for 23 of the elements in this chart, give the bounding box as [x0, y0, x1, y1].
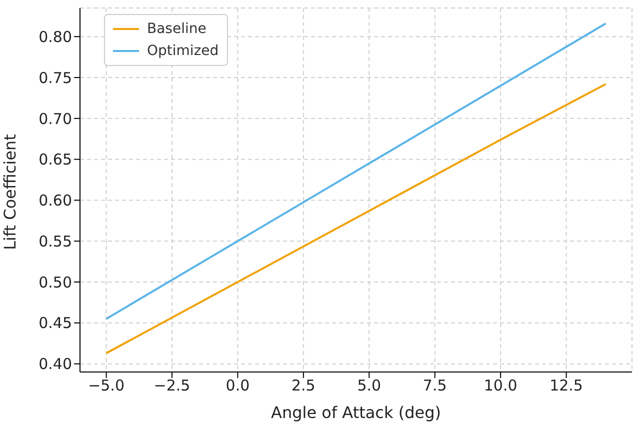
x-axis-title: Angle of Attack (deg) — [271, 403, 441, 422]
legend-label: Baseline — [147, 21, 206, 37]
legend-label: Optimized — [147, 43, 219, 59]
line-series — [105, 22, 607, 320]
y-axis-title: Lift Coefficient — [0, 134, 20, 250]
y-tick-label: 0.40 — [38, 355, 72, 374]
x-tick-label: 2.5 — [292, 376, 316, 395]
y-tick-label: 0.75 — [38, 68, 72, 87]
y-tick-label: 0.50 — [38, 273, 72, 292]
x-tick-label: 0.0 — [226, 376, 250, 395]
x-tick-label: −2.5 — [154, 376, 190, 395]
y-tick-label: 0.80 — [38, 28, 72, 46]
y-tick-label: 0.65 — [38, 150, 72, 169]
line-series — [105, 83, 607, 354]
y-tick-label: 0.60 — [38, 192, 72, 210]
x-tick-label: 12.5 — [550, 376, 583, 395]
x-tick-label: 10.0 — [484, 376, 518, 395]
y-tick-label: 0.45 — [38, 314, 72, 332]
x-tick-label: 5.0 — [357, 376, 382, 395]
y-tick-label: 0.70 — [38, 110, 72, 128]
x-tick-label: 7.5 — [422, 376, 447, 395]
x-tick-label: −5.0 — [88, 376, 125, 395]
y-tick-label: 0.55 — [38, 232, 72, 250]
